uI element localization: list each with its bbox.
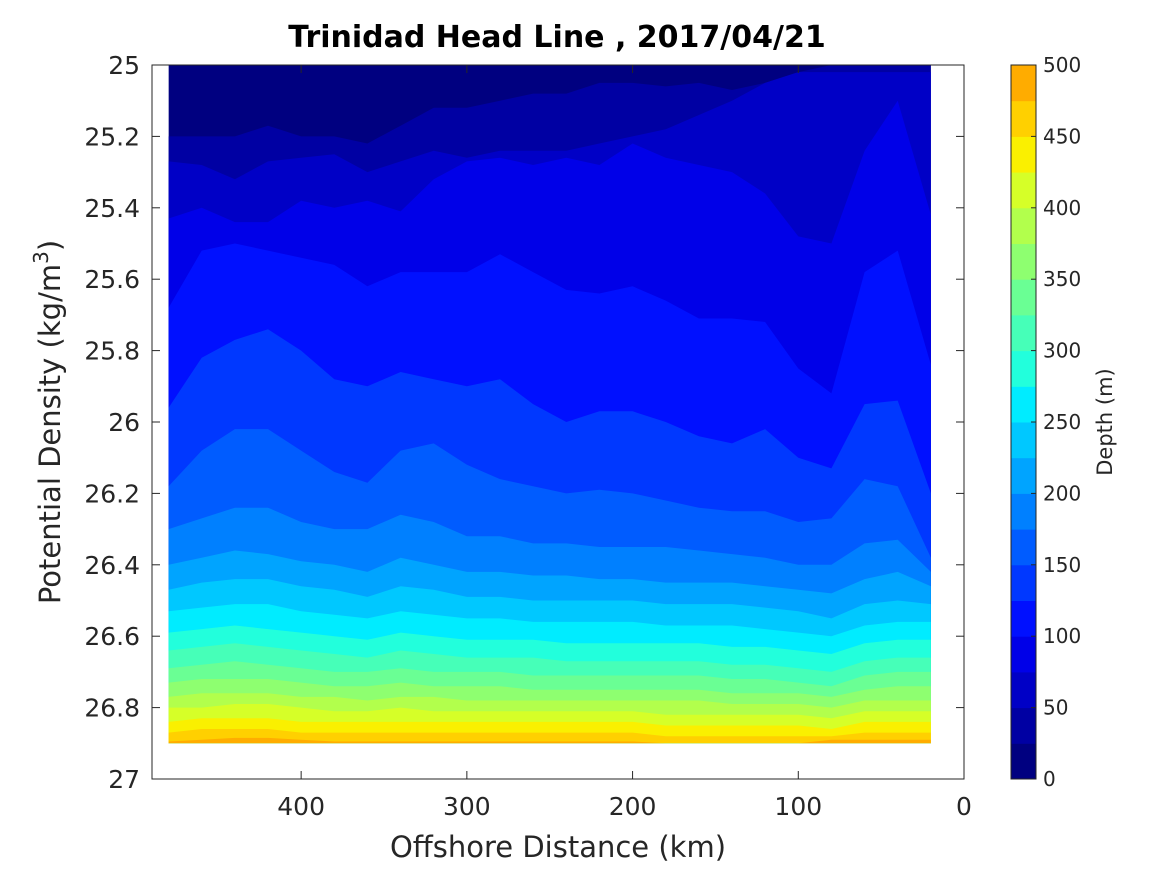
colorbar-tick-label: 0 [1043, 767, 1056, 791]
colorbar-segment [1011, 671, 1036, 709]
y-axis: 25 25.2 25.4 25.6 25.8 26 26.2 26.4 26.6 26.8 27 [84, 51, 964, 794]
colorbar-tick-label: 350 [1043, 267, 1081, 291]
colorbar-segment [1011, 314, 1036, 352]
colorbar-segment [1011, 386, 1036, 423]
colorbar-segment [1011, 279, 1036, 316]
x-tick-label: 0 [956, 792, 972, 821]
colorbar-segment [1011, 564, 1036, 601]
colorbar-segment [1011, 350, 1036, 387]
colorbar-tick-label: 400 [1043, 196, 1081, 220]
colorbar-segment [1011, 65, 1036, 102]
y-tick-label: 25.8 [84, 337, 140, 366]
colorbar: 0 50 100 150 200 250 300 350 400 450 500 [1010, 53, 1081, 791]
x-tick-label: 100 [774, 792, 822, 821]
colorbar-tick-label: 200 [1043, 481, 1081, 505]
y-tick-label: 26 [108, 408, 140, 437]
colorbar-segment [1011, 636, 1036, 673]
y-tick-label: 25 [108, 51, 140, 80]
colorbar-segment [1011, 207, 1036, 244]
colorbar-segment [1011, 743, 1036, 780]
colorbar-tick-label: 150 [1043, 553, 1081, 577]
y-axis-label-end: ) [33, 240, 67, 251]
chart-title: Trinidad Head Line , 2017/04/21 [288, 20, 825, 55]
x-axis-label: Offshore Distance (km) [390, 830, 726, 864]
colorbar-segment [1011, 100, 1036, 137]
y-tick-label: 26.2 [84, 479, 140, 508]
colorbar-segment [1011, 493, 1036, 530]
colorbar-segment [1011, 136, 1036, 173]
x-tick-label: 300 [443, 792, 491, 821]
colorbar-segment [1011, 422, 1036, 459]
x-tick-label: 400 [277, 792, 325, 821]
colorbar-tick-label: 450 [1043, 124, 1081, 148]
colorbar-tick-label: 50 [1043, 696, 1068, 720]
y-tick-label: 25.2 [84, 122, 140, 151]
contour-band-450 [168, 729, 931, 744]
y-axis-label: Potential Density (kg/m3) [29, 240, 67, 604]
y-axis-label-main: Potential Density (kg/m [33, 264, 67, 604]
x-tick-label: 200 [609, 792, 657, 821]
colorbar-tick-label: 300 [1043, 339, 1081, 363]
colorbar-tick-label: 250 [1043, 410, 1081, 434]
x-axis: 400 300 200 100 0 [277, 65, 972, 821]
y-tick-label: 26.4 [84, 551, 140, 580]
contour-band-475 [168, 737, 931, 744]
contour-bands [168, 65, 931, 744]
y-tick-label: 26.6 [84, 622, 140, 651]
colorbar-segment [1011, 529, 1036, 566]
colorbar-segment [1011, 457, 1036, 494]
colorbar-segment [1011, 243, 1036, 280]
y-tick-label: 25.4 [84, 194, 140, 223]
colorbar-tick-label: 500 [1043, 53, 1081, 77]
y-axis-label-superscript: 3 [29, 251, 53, 264]
y-tick-label: 26.8 [84, 694, 140, 723]
y-tick-label: 25.6 [84, 265, 140, 294]
colorbar-segment [1011, 707, 1036, 744]
colorbar-segment [1011, 600, 1036, 637]
y-tick-label: 27 [108, 765, 140, 794]
colorbar-label: Depth (m) [1093, 368, 1117, 475]
colorbar-segment [1011, 172, 1036, 209]
colorbar-tick-label: 100 [1043, 624, 1081, 648]
